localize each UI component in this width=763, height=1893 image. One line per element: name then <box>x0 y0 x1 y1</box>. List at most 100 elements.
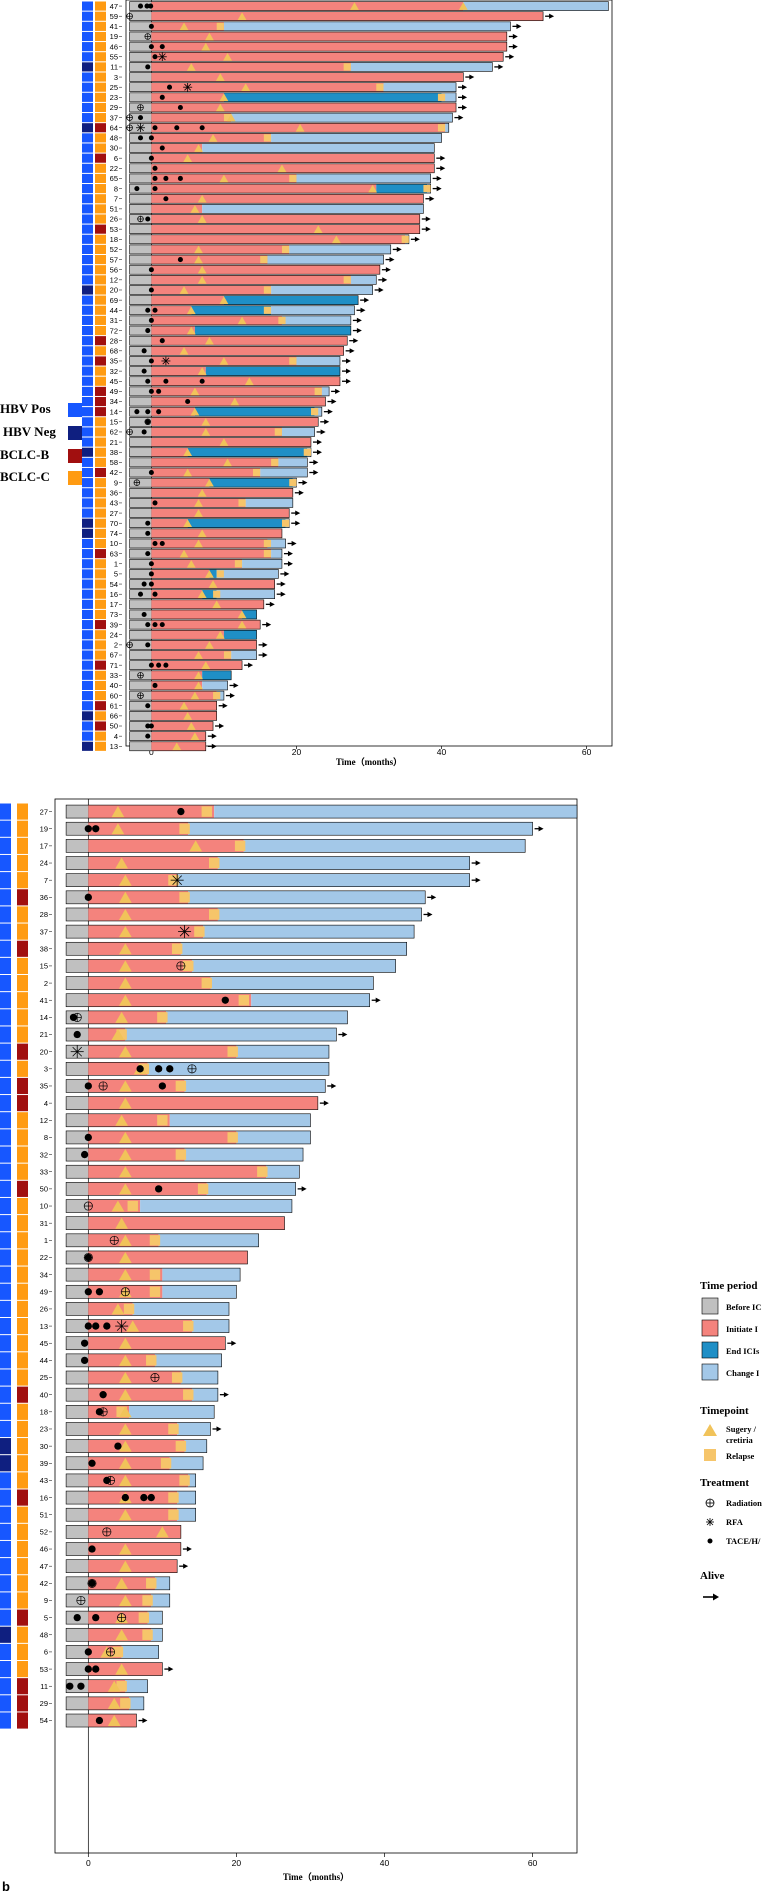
tace-marker <box>152 54 158 60</box>
bar-outline <box>129 467 308 478</box>
table-row: 41 <box>0 992 381 1009</box>
alive-arrow-head <box>498 64 504 70</box>
segment-before <box>129 42 152 52</box>
alive-arrow <box>341 378 351 384</box>
bclc-stage-cell <box>95 579 106 589</box>
bclc-stage-cell <box>95 102 106 113</box>
patient-id-label: 14 <box>40 1013 48 1022</box>
alive-arrow-head <box>301 1186 307 1192</box>
alive-arrow-head <box>219 723 225 729</box>
relapse-marker <box>223 114 232 122</box>
hbv-status-cell <box>0 1438 11 1455</box>
segment-before <box>66 1130 89 1144</box>
alive-arrow <box>392 246 402 253</box>
surgery-marker <box>118 1594 132 1606</box>
surgery-marker <box>179 286 189 294</box>
table-row: 74 <box>82 528 283 539</box>
segment-end <box>191 305 272 315</box>
legend-surgery-triangle <box>703 1424 717 1436</box>
hbv-status-cell <box>0 1695 11 1712</box>
rfa-marker <box>170 873 184 887</box>
panel-a-chart: 0 20 40 60Time（months）475941194655113252329… <box>82 0 613 767</box>
patient-id-label: 19 <box>110 32 118 41</box>
surgery-marker <box>313 225 323 233</box>
rfa-marker <box>161 356 171 366</box>
segment-initiate <box>151 457 279 467</box>
tace-marker <box>141 581 147 587</box>
rfa-line <box>72 1046 83 1057</box>
alive-arrow <box>338 1031 348 1038</box>
tace-marker <box>148 723 154 729</box>
hbv-status-cell <box>82 528 93 538</box>
bar-outline <box>65 856 470 870</box>
alive-arrow-head <box>222 703 228 709</box>
bclc-stage-cell <box>95 133 106 143</box>
patient-id-label: 46 <box>40 1545 48 1554</box>
hbv-status-cell <box>82 366 93 376</box>
relapse-marker <box>157 1012 168 1023</box>
alive-arrow <box>327 1083 337 1089</box>
radiation-marker <box>137 672 144 679</box>
surgery-marker <box>107 1680 121 1692</box>
patient-id-label: 6 <box>114 154 118 163</box>
segment-end <box>194 326 351 336</box>
segment-change <box>162 1285 237 1299</box>
hbv-status-cell <box>82 255 93 265</box>
alive-arrow <box>374 287 384 293</box>
alive-arrow <box>436 155 446 161</box>
segment-change <box>180 1371 218 1385</box>
legend-change-swatch <box>701 1363 719 1381</box>
tace-marker <box>148 571 154 577</box>
hbv-status-cell <box>82 731 93 741</box>
bclc-stage-cell <box>95 72 106 82</box>
segment-before <box>66 1165 89 1179</box>
surgery-marker <box>118 1166 132 1178</box>
bclc-stage-cell <box>17 1369 28 1386</box>
segment-initiate <box>151 731 206 741</box>
hbv-status-cell <box>82 427 93 437</box>
alive-arrow-head <box>385 267 391 273</box>
surgery-marker <box>215 630 225 639</box>
alive-arrow <box>265 601 275 607</box>
bar-outline <box>65 1147 304 1162</box>
alive-arrow-head <box>327 409 333 415</box>
hbv-status-cell <box>82 153 93 163</box>
alive-arrow-head <box>440 165 446 171</box>
segment-before <box>129 163 152 173</box>
bclc-stage-cell <box>17 1043 28 1060</box>
relapse-marker <box>234 560 243 568</box>
relapse-marker <box>127 1200 138 1212</box>
radiation-marker <box>144 418 151 426</box>
segment-before <box>66 1542 89 1556</box>
segment-initiate <box>88 1148 185 1162</box>
segment-initiate <box>151 244 290 254</box>
surgery-marker <box>205 336 214 345</box>
tace-marker <box>73 1613 81 1622</box>
surgery-marker <box>331 235 341 244</box>
segment-end <box>223 630 257 640</box>
alive-arrow-head <box>231 1340 237 1346</box>
segment-initiate <box>88 1165 267 1179</box>
tace-marker <box>114 1442 122 1450</box>
segment-change <box>169 1456 204 1470</box>
alive-arrow-head <box>364 297 370 303</box>
segment-change <box>350 275 377 285</box>
table-row: 13 <box>82 741 217 752</box>
relapse-marker <box>179 1475 190 1486</box>
bar-outline <box>65 1559 178 1573</box>
surgery-marker <box>115 1577 128 1589</box>
alive-arrow-head <box>356 317 362 324</box>
bclc-stage-cell <box>95 437 106 447</box>
bar-outline <box>129 406 323 417</box>
surgery-marker <box>179 22 189 31</box>
surgery-marker <box>223 458 232 467</box>
segment-change <box>266 1165 300 1179</box>
radiation-marker <box>126 114 133 121</box>
radiation-marker <box>126 641 133 649</box>
tace-marker <box>145 328 151 334</box>
alive-arrow-head <box>168 1666 174 1672</box>
segment-initiate <box>151 305 192 315</box>
surgery-marker <box>118 1097 132 1109</box>
segment-change <box>180 942 407 956</box>
patient-id-label: 18 <box>110 235 118 244</box>
